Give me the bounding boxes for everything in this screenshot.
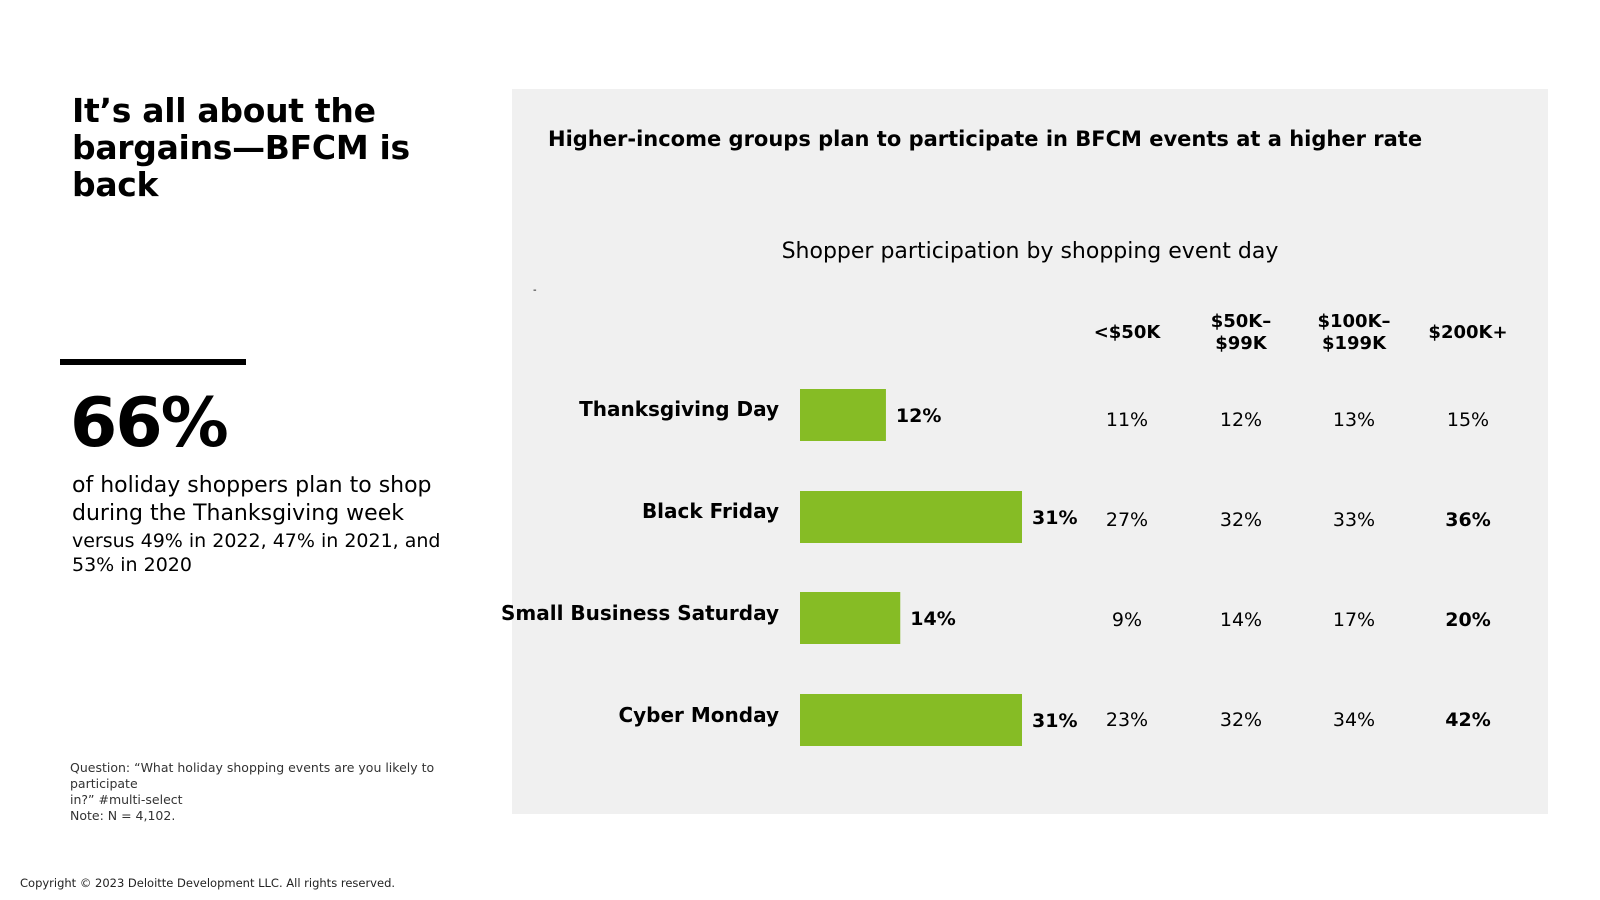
row-label-thanksgiving-day: Thanksgiving Day bbox=[579, 397, 779, 421]
copyright: Copyright © 2023 Deloitte Development LL… bbox=[20, 876, 396, 890]
table-cell-highlight: 42% bbox=[1445, 709, 1491, 731]
bar-value-label: 12% bbox=[896, 405, 941, 427]
table-cell: 23% bbox=[1105, 709, 1149, 731]
col-header-100k-199k: $100K– $199K bbox=[1299, 311, 1409, 355]
col-header-200k-plus: $200K+ bbox=[1413, 322, 1523, 344]
table-cell: 15% bbox=[1446, 409, 1490, 431]
row-label-black-friday: Black Friday bbox=[641, 499, 779, 523]
row-label-cyber-monday: Cyber Monday bbox=[618, 703, 779, 727]
col-header-line: $99K bbox=[1215, 333, 1267, 354]
bar-cyber-monday bbox=[800, 694, 1022, 746]
footnote: Question: “What holiday shopping events … bbox=[70, 760, 490, 824]
table-cell: 27% bbox=[1105, 509, 1149, 531]
stat-description-line-2: during the Thanksgiving week bbox=[72, 501, 404, 526]
big-stat: 66% bbox=[70, 384, 229, 463]
page-title-line-2: bargains—BFCM is back bbox=[72, 128, 410, 204]
page-title-line-1: It’s all about the bbox=[72, 91, 376, 130]
bar-thanksgiving-day bbox=[800, 389, 886, 441]
table-cell: 14% bbox=[1219, 609, 1263, 631]
col-header-line: $100K– bbox=[1317, 311, 1391, 332]
bar-chart: 12% 31% 14% 31% bbox=[800, 389, 1077, 746]
footnote-question-line-1: Question: “What holiday shopping events … bbox=[70, 760, 435, 791]
row-label-small-business-saturday: Small Business Saturday bbox=[500, 601, 779, 625]
page-title: It’s all about the bargains—BFCM is back bbox=[72, 92, 492, 203]
stat-comparison: versus 49% in 2022, 47% in 2021, and 53%… bbox=[72, 529, 452, 577]
col-header-under-50k: <$50K bbox=[1072, 322, 1182, 344]
bar-value-label: 31% bbox=[1032, 507, 1077, 529]
chart-panel: Higher-income groups plan to participate… bbox=[501, 89, 1548, 814]
col-header-line: <$50K bbox=[1093, 322, 1161, 343]
table-cell: 11% bbox=[1105, 409, 1149, 431]
stat-comparison-line-2: 53% in 2020 bbox=[72, 554, 192, 576]
bar-value-label: 31% bbox=[1032, 710, 1077, 732]
table-cell: 9% bbox=[1111, 609, 1143, 631]
table-cell: 32% bbox=[1219, 709, 1263, 731]
col-header-50k-99k: $50K– $99K bbox=[1186, 311, 1296, 355]
table-cell: 33% bbox=[1332, 509, 1376, 531]
divider bbox=[60, 359, 246, 365]
col-header-line: $50K– bbox=[1210, 311, 1272, 332]
bar-black-friday bbox=[800, 491, 1022, 543]
footnote-question-line-2: in?” #multi-select bbox=[70, 792, 183, 807]
stat-comparison-line-1: versus 49% in 2022, 47% in 2021, and bbox=[72, 530, 441, 552]
stat-description: of holiday shoppers plan to shop during … bbox=[72, 472, 452, 528]
table-cell: 32% bbox=[1219, 509, 1263, 531]
table-cell: 17% bbox=[1332, 609, 1376, 631]
table-cell: 34% bbox=[1332, 709, 1376, 731]
col-header-line: $199K bbox=[1321, 333, 1387, 354]
stray-mark: - bbox=[533, 285, 537, 296]
table-cell-highlight: 36% bbox=[1445, 509, 1491, 531]
chart-title: Shopper participation by shopping event … bbox=[781, 239, 1279, 264]
footnote-note: Note: N = 4,102. bbox=[70, 808, 176, 823]
bar-value-label: 14% bbox=[910, 608, 955, 630]
bar-small-business-saturday bbox=[800, 592, 901, 644]
table-cell: 12% bbox=[1219, 409, 1263, 431]
col-header-line: $200K+ bbox=[1428, 322, 1508, 343]
panel-title: Higher-income groups plan to participate… bbox=[548, 127, 1423, 151]
table-cell-highlight: 20% bbox=[1445, 609, 1491, 631]
table-cell: 13% bbox=[1332, 409, 1376, 431]
stat-description-line-1: of holiday shoppers plan to shop bbox=[72, 473, 432, 498]
